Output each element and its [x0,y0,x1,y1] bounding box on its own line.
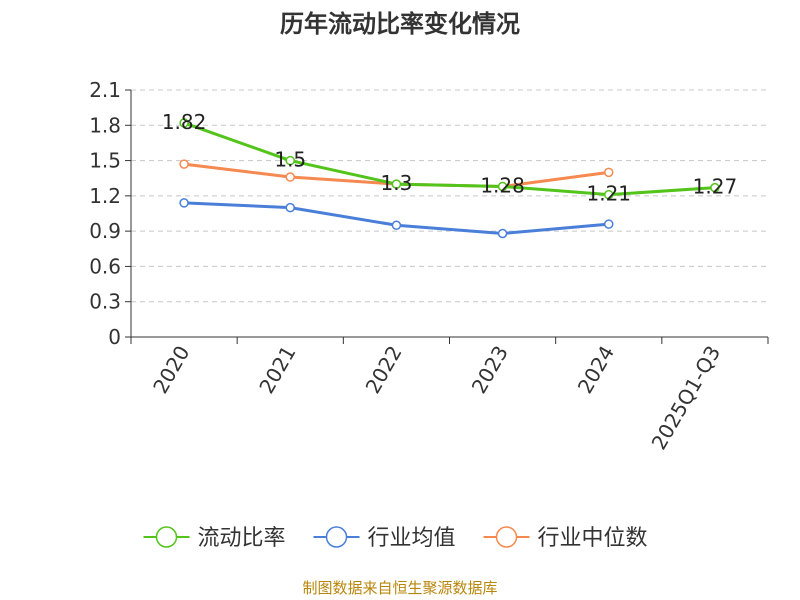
data-point [179,118,189,128]
data-label: 1.82 [162,110,207,134]
data-label: 1.28 [480,173,525,197]
data-point [497,228,508,239]
data-point [604,189,614,200]
data-point [604,167,614,178]
legend-item: 行业中位数 [483,526,648,551]
series-layer [179,118,720,239]
y-tick-label: 1.5 [89,149,121,173]
data-label-layer: 1.82 1.5 1.3 1.28 1.21 1.27 [162,110,737,206]
x-tick-label: 2020 [148,342,194,398]
data-label: 1.27 [693,175,738,199]
data-point [710,182,720,193]
x-tick-label: 2025Q1-Q3 [647,342,726,454]
y-tick-label: 0.6 [89,254,121,278]
axis-layer: 0 0.3 0.6 0.9 1.2 1.5 1.8 2.1 2020 2021 2022 2023 20… [89,78,769,454]
y-tick-label: 0.3 [89,290,121,314]
series-line [183,121,716,197]
data-point [391,179,402,189]
legend-item: 行业均值 [313,526,456,551]
data-point [179,198,189,208]
legend-item: 流动比率 [143,526,286,551]
y-tick-label: 0.9 [89,219,121,243]
legend-circle-marker [325,526,348,548]
y-tick-label: 0 [108,325,121,349]
x-tick-label: 2023 [467,342,513,398]
legend: 流动比率 行业均值 行业中位数 [143,526,648,551]
data-label: 1.21 [586,182,631,206]
x-tick-label: 2024 [573,342,619,398]
y-tick-label: 1.2 [89,184,121,208]
data-point [285,202,295,213]
chart-title: 历年流动比率变化情况 [280,10,520,38]
y-tick-label: 1.8 [89,113,121,137]
legend-label: 行业均值 [368,526,456,551]
legend-label: 行业中位数 [538,526,648,551]
y-tick-label: 2.1 [89,78,121,102]
data-point [391,220,402,231]
data-point [285,172,295,182]
legend-label: 流动比率 [198,526,286,551]
data-point [285,155,295,166]
data-point [497,181,508,192]
source-note: 制图数据来自恒生聚源数据库 [302,579,498,597]
data-label: 1.3 [381,171,413,195]
x-tick-label: 2021 [254,342,300,398]
x-tick-label: 2022 [361,342,407,398]
data-point [604,219,614,229]
data-label: 1.5 [274,148,306,172]
grid-layer [131,89,768,303]
legend-circle-marker [495,526,518,548]
data-point [179,159,189,169]
legend-circle-marker [155,526,178,548]
